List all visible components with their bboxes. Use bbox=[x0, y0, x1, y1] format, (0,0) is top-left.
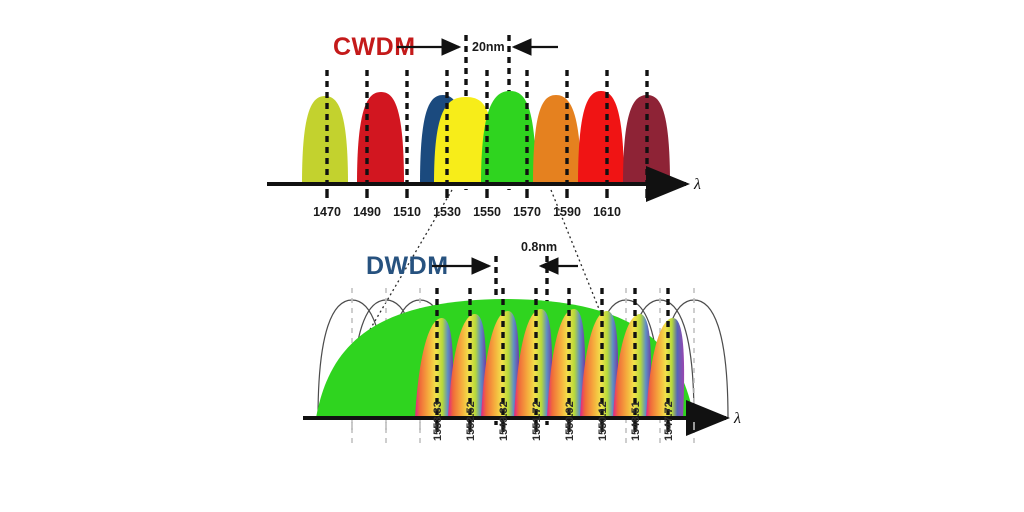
dwdm-peak-1547-72 bbox=[646, 318, 685, 418]
cwdm-peak-1530 bbox=[434, 97, 495, 184]
cwdm-spacing-label: 20nm bbox=[472, 40, 505, 54]
cwdm-center-lines bbox=[325, 70, 649, 191]
cwdm-tick-label: 1510 bbox=[393, 205, 421, 219]
cwdm-axis-ticks bbox=[325, 189, 649, 198]
cwdm-tick-label: 1610 bbox=[593, 205, 621, 219]
dwdm-tick-label: 1551.72 bbox=[531, 401, 543, 441]
dwdm-panel: DWDM 0.8nm bbox=[303, 240, 741, 448]
cwdm-tick-label: 1570 bbox=[513, 205, 541, 219]
dwdm-center-lines bbox=[435, 288, 670, 425]
dwdm-tick-label: 1553.33 bbox=[432, 401, 444, 441]
dwdm-tick-label: 1548.51 bbox=[630, 401, 642, 441]
dwdm-peak-1549-32 bbox=[481, 311, 520, 418]
cwdm-peak-1490 bbox=[357, 92, 404, 184]
cwdm-peak-1470 bbox=[302, 96, 348, 184]
dwdm-peak-1551-72 bbox=[514, 309, 553, 418]
dwdm-peak-1550-12 bbox=[580, 311, 619, 418]
cwdm-tick-label: 1470 bbox=[313, 205, 341, 219]
dwdm-peak-1550-92 bbox=[547, 309, 586, 418]
cwdm-tick-labels: 1470 1490 1510 1530 1550 1570 1590 1610 bbox=[313, 205, 621, 219]
dwdm-peak-1548-51 bbox=[613, 314, 652, 418]
cwdm-peak-1570 bbox=[533, 95, 581, 184]
dwdm-channel-peaks bbox=[415, 309, 685, 418]
cwdm-tick-label: 1530 bbox=[433, 205, 461, 219]
cwdm-tick-label: 1550 bbox=[473, 205, 501, 219]
dwdm-tick-label: 1547.72 bbox=[663, 401, 675, 441]
dwdm-peak-1552-52 bbox=[448, 314, 487, 418]
cwdm-axis-lambda-icon: λ bbox=[693, 176, 701, 193]
dwdm-peak-1553-33 bbox=[415, 318, 454, 418]
dwdm-tick-label: 1549.32 bbox=[498, 401, 510, 441]
dwdm-axis-lambda-icon: λ bbox=[733, 410, 741, 427]
dwdm-tick-label: 1550.92 bbox=[564, 401, 576, 441]
cwdm-tick-label: 1490 bbox=[353, 205, 381, 219]
dwdm-spacing-label: 0.8nm bbox=[521, 240, 557, 254]
cwdm-peak-1550 bbox=[481, 91, 536, 184]
dwdm-axis-ticks bbox=[351, 422, 695, 432]
dwdm-tick-label: 1550.12 bbox=[597, 401, 609, 441]
dwdm-tick-labels: 1553.33 1552.52 1549.32 1551.72 1550.92 … bbox=[432, 401, 675, 441]
dwdm-tick-label: 1552.52 bbox=[465, 401, 477, 441]
cwdm-tick-label: 1590 bbox=[553, 205, 581, 219]
cwdm-panel: CWDM 20nm bbox=[267, 33, 701, 219]
cwdm-peak-1590 bbox=[578, 91, 624, 184]
